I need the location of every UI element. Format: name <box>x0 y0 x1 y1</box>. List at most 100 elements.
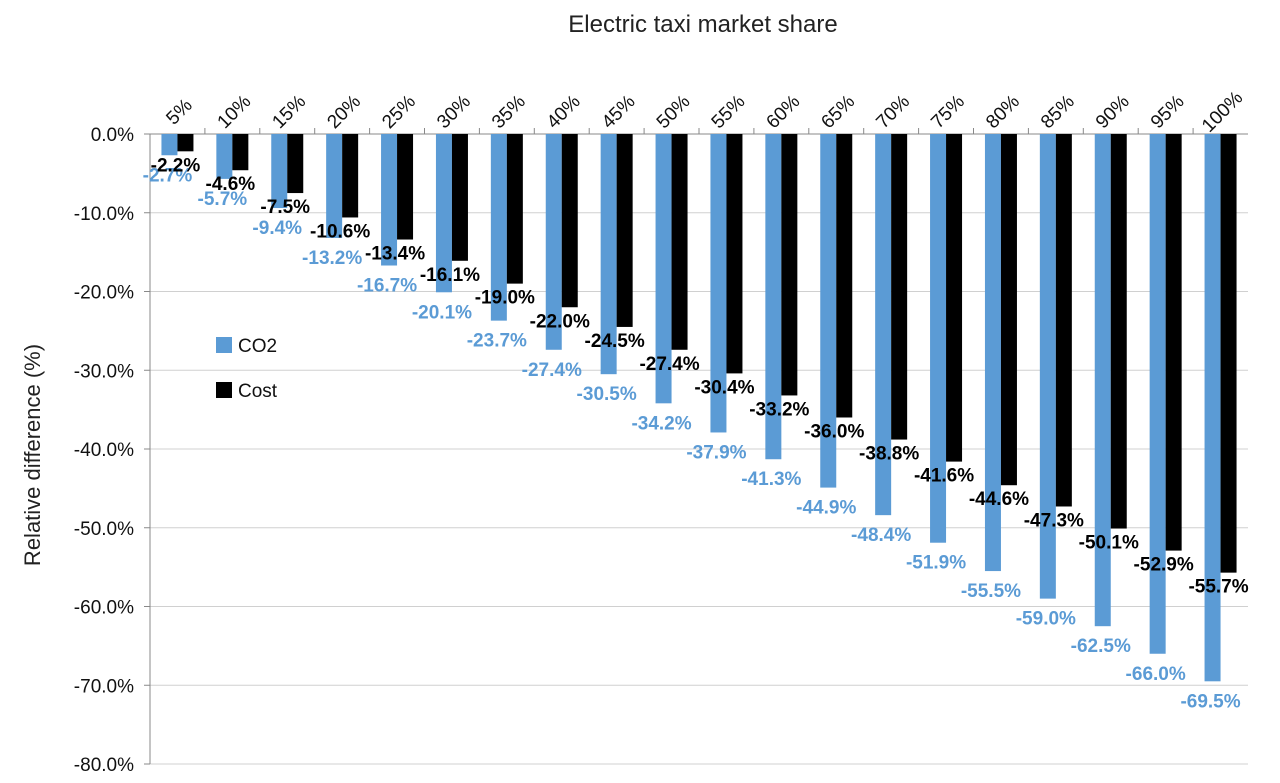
bar-cost <box>561 134 578 308</box>
data-label-co2: -34.2% <box>631 413 691 434</box>
data-label-cost: -33.2% <box>749 399 809 420</box>
y-tick-labels: 0.0% -10.0% -20.0% -30.0% -40.0% -50.0% -60.0%… <box>74 125 134 776</box>
y-tick-label: -10.0% <box>74 204 134 225</box>
bar-cost <box>342 134 359 218</box>
bar-co2 <box>655 134 672 404</box>
bar-cost <box>1220 134 1237 573</box>
x-tick-label: 20% <box>323 91 365 133</box>
y-tick-label: -70.0% <box>74 676 134 697</box>
bar-co2 <box>381 134 398 266</box>
bar-cost <box>781 134 798 396</box>
data-label-cost: -41.6% <box>914 466 974 487</box>
y-tick-label: -40.0% <box>74 440 134 461</box>
y-tick-label: -50.0% <box>74 519 134 540</box>
data-label-cost: -13.4% <box>365 244 425 265</box>
data-label-co2: -51.9% <box>906 553 966 574</box>
data-label-co2: -27.4% <box>522 360 582 381</box>
y-tick-label: -60.0% <box>74 598 134 619</box>
legend-label-co2: CO2 <box>238 336 277 357</box>
y-tick-label: -30.0% <box>74 361 134 382</box>
x-tick-label: 70% <box>872 91 914 133</box>
bar-co2 <box>930 134 947 543</box>
data-labels: -2.7%-2.2% -5.7%-4.6% -9.4%-7.5% -13.2% -10.… <box>143 155 1249 712</box>
bar-cost <box>891 134 908 440</box>
bar-cost <box>946 134 963 462</box>
bar-cost <box>836 134 853 418</box>
data-label-co2: -30.5% <box>577 384 637 405</box>
x-tick-label: 55% <box>708 91 750 133</box>
bar-cost <box>287 134 304 194</box>
legend-swatch-cost <box>216 382 232 398</box>
x-tick-label: 40% <box>543 91 585 133</box>
x-tick-label: 100% <box>1198 87 1247 136</box>
data-label-cost: -55.7% <box>1188 577 1248 598</box>
data-label-co2: -62.5% <box>1071 636 1131 657</box>
y-tick-label: 0.0% <box>91 125 134 146</box>
bar-cost <box>671 134 688 350</box>
bar-co2 <box>326 134 343 238</box>
legend-label-cost: Cost <box>238 381 278 402</box>
x-axis-title: Electric taxi market share <box>568 11 837 38</box>
x-tick-label: 10% <box>214 91 256 133</box>
data-label-cost: -30.4% <box>694 377 754 398</box>
data-label-cost: -19.0% <box>475 288 535 309</box>
data-label-cost: -10.6% <box>310 221 370 242</box>
x-tick-label: 30% <box>433 91 475 133</box>
bar-co2 <box>490 134 507 321</box>
x-tick-label: 35% <box>488 91 530 133</box>
data-label-co2: -59.0% <box>1016 609 1076 630</box>
bar-co2 <box>820 134 837 488</box>
data-label-co2: -66.0% <box>1126 664 1186 685</box>
x-tick-label: 50% <box>653 91 695 133</box>
data-label-co2: -37.9% <box>686 442 746 463</box>
x-tick-label: 85% <box>1037 91 1079 133</box>
data-label-co2: -69.5% <box>1180 691 1240 712</box>
data-label-cost: -44.6% <box>969 489 1029 510</box>
data-label-cost: -27.4% <box>639 354 699 375</box>
x-tick-label: 15% <box>268 91 310 133</box>
data-label-co2: -41.3% <box>741 469 801 490</box>
data-label-cost: -47.3% <box>1024 510 1084 531</box>
bar-co2 <box>161 134 178 156</box>
x-tick-label: 65% <box>817 91 859 133</box>
x-tick-label: 25% <box>378 91 420 133</box>
bar-cost <box>1000 134 1017 486</box>
bar-co2 <box>435 134 452 293</box>
data-label-cost: -38.8% <box>859 444 919 465</box>
x-tick-label: 75% <box>927 91 969 133</box>
x-tick-label: 60% <box>763 91 805 133</box>
y-tick-label: -80.0% <box>74 755 134 776</box>
bar-cost <box>506 134 523 284</box>
x-tick-label: 5% <box>162 95 196 129</box>
data-label-co2: -5.7% <box>198 189 248 210</box>
data-label-co2: -2.7% <box>143 165 193 186</box>
bar-co2 <box>216 134 233 179</box>
bar-cost <box>451 134 468 261</box>
y-tick-label: -20.0% <box>74 283 134 304</box>
bar-cost <box>232 134 249 171</box>
bar-co2 <box>545 134 562 350</box>
bar-cost <box>177 134 194 152</box>
data-label-co2: -20.1% <box>412 302 472 323</box>
legend-swatch-co2 <box>216 337 232 353</box>
data-label-cost: -2.2% <box>151 155 201 176</box>
bar-co2 <box>600 134 617 375</box>
data-label-co2: -16.7% <box>357 276 417 297</box>
bar-co2 <box>1094 134 1111 627</box>
bar-co2 <box>984 134 1001 572</box>
bar-cost <box>1110 134 1127 529</box>
x-tick-label: 80% <box>982 91 1024 133</box>
data-label-cost: -52.9% <box>1134 555 1194 576</box>
bar-co2 <box>1039 134 1056 599</box>
data-label-co2: -23.7% <box>467 331 527 352</box>
bars <box>161 134 1237 682</box>
data-label-co2: -13.2% <box>302 248 362 269</box>
bar-co2 <box>1204 134 1221 682</box>
bar-cost <box>726 134 743 374</box>
bar-cost <box>1055 134 1072 507</box>
data-label-cost: -7.5% <box>260 197 310 218</box>
bar-cost <box>616 134 633 327</box>
x-tick-label: 45% <box>598 91 640 133</box>
bar-cost <box>397 134 414 240</box>
